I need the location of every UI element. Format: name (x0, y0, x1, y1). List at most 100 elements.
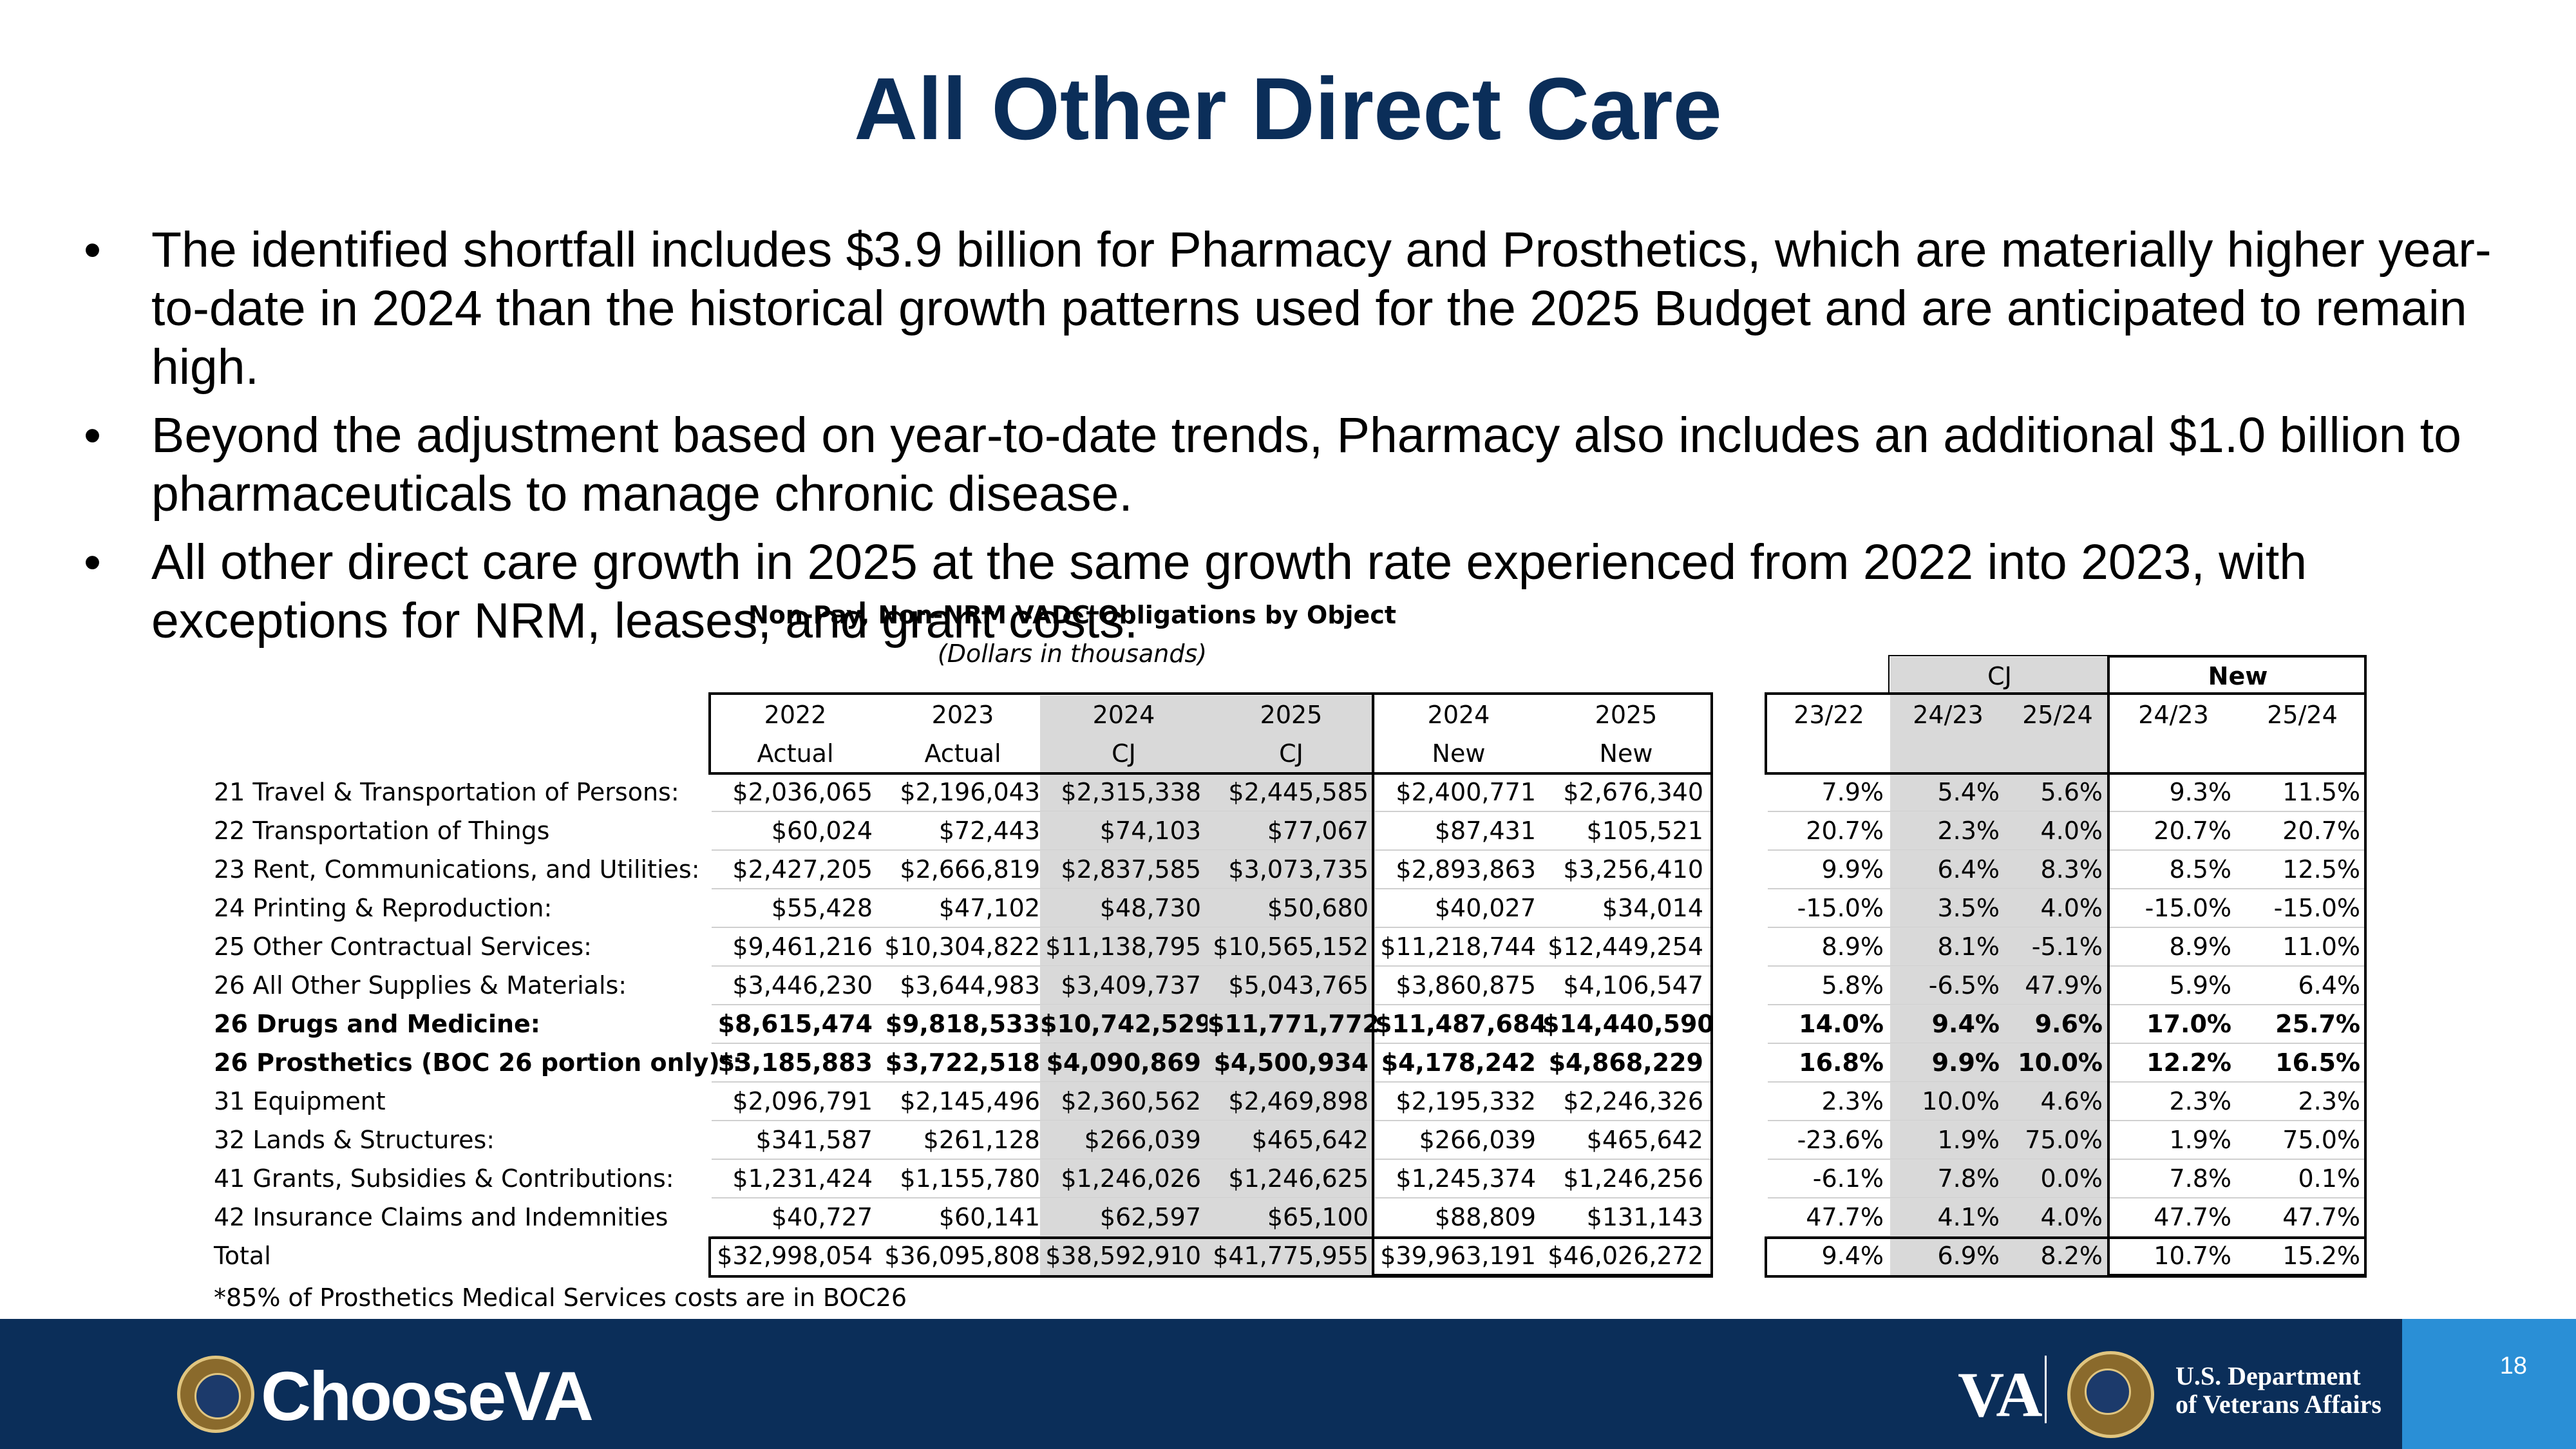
table-cell-percent: 8.9% (1821, 933, 1884, 961)
table-cell-amount: $4,178,242 (1381, 1048, 1536, 1077)
table-cell-percent: 8.2% (2006, 1236, 2109, 1275)
table-cell-amount: $2,036,065 (732, 778, 873, 806)
table-cell-amount: $266,039 (1040, 1121, 1208, 1159)
table-cell-amount: $60,141 (938, 1203, 1040, 1231)
table-cell-amount: $2,096,791 (732, 1087, 873, 1115)
table-cell-amount: $3,446,230 (732, 971, 873, 999)
table-cell-amount: $4,090,869 (1040, 1043, 1208, 1082)
slide-title: All Other Direct Care (854, 60, 1722, 158)
logo-divider (2045, 1356, 2047, 1423)
table-row-label: 42 Insurance Claims and Indemnities (214, 1203, 668, 1231)
table-cell-amount: $12,449,254 (1548, 933, 1703, 961)
table-cell-amount: $11,771,772 (1208, 1005, 1379, 1043)
bullet-text: Beyond the adjustment based on year-to-d… (151, 408, 2462, 522)
table-cell-percent: 11.5% (2282, 778, 2360, 806)
page-number: 18 (2499, 1352, 2527, 1379)
table-cell-percent: -15.0% (2273, 894, 2360, 922)
table-cell-amount: $2,400,771 (1396, 778, 1536, 806)
table-cell-amount: $131,143 (1586, 1203, 1703, 1231)
table-cell-percent: 0.1% (2298, 1164, 2360, 1193)
table-cell-amount: $32,998,054 (717, 1242, 873, 1270)
table-cell-percent: -23.6% (1797, 1126, 1884, 1154)
table-footnote: *85% of Prosthetics Medical Services cos… (214, 1283, 907, 1312)
table-cell-percent: 20.7% (2282, 817, 2360, 845)
table-cell-amount: $77,067 (1208, 811, 1375, 850)
table-cell-percent: 2.3% (1821, 1087, 1884, 1115)
table-cell-percent: 4.1% (1890, 1198, 2006, 1236)
column-header-pct: 25/24 (2006, 696, 2109, 773)
table-row-label: 23 Rent, Communications, and Utilities: (214, 855, 700, 884)
table-cell-percent: 47.7% (2154, 1203, 2231, 1231)
table-cell-amount: $5,043,765 (1208, 966, 1375, 1005)
table-cell-percent: 5.9% (2169, 971, 2231, 999)
table-cell-amount: $2,360,562 (1040, 1082, 1208, 1121)
bullet-item: • The identified shortfall includes $3.9 … (70, 221, 2530, 397)
table-cell-amount: $36,095,808 (884, 1242, 1040, 1270)
bullet-marker: • (84, 535, 101, 590)
table-cell-amount: $40,727 (771, 1203, 873, 1231)
table-row-label: Total (214, 1242, 271, 1270)
table-row-label: 26 Drugs and Medicine: (214, 1010, 541, 1038)
column-header-year: 2025 (1595, 701, 1658, 729)
table-cell-percent: 8.5% (2169, 855, 2231, 884)
table-cell-amount: $2,145,496 (900, 1087, 1040, 1115)
group-header-cj: CJ (1890, 657, 2109, 696)
table-cell-percent: 75.0% (2282, 1126, 2360, 1154)
table-cell-amount: $40,027 (1434, 894, 1536, 922)
table-cell-percent: 7.9% (1821, 778, 1884, 806)
table-cell-percent: 6.4% (2298, 971, 2360, 999)
table-row-label: 25 Other Contractual Services: (214, 933, 592, 961)
table-cell-amount: $1,155,780 (900, 1164, 1040, 1193)
table-cell-amount: $10,565,152 (1208, 927, 1375, 966)
table-cell-percent: 6.9% (1890, 1236, 2006, 1275)
table-cell-percent: 2.3% (1890, 811, 2006, 850)
table-cell-percent: 2.3% (2298, 1087, 2360, 1115)
table-cell-amount: $1,246,026 (1040, 1159, 1208, 1198)
table-cell-amount: $1,246,625 (1208, 1159, 1375, 1198)
column-header-year: 2022 (764, 701, 827, 729)
table-cell-amount: $65,100 (1208, 1198, 1375, 1236)
table-cell-amount: $2,666,819 (900, 855, 1040, 884)
column-header-year: 2024 (1427, 701, 1490, 729)
table-cell-percent: 5.4% (1890, 773, 2006, 811)
table-cell-percent: 4.0% (2006, 811, 2109, 850)
table-cell-amount: $105,521 (1586, 817, 1703, 845)
va-seal-icon (177, 1356, 254, 1433)
table-cell-amount: $41,775,955 (1208, 1236, 1375, 1275)
table-cell-amount: $3,073,735 (1208, 850, 1375, 889)
column-header-year: 2025 (1208, 696, 1375, 734)
table-cell-amount: $62,597 (1040, 1198, 1208, 1236)
bullet-item: • Beyond the adjustment based on year-to-… (70, 406, 2530, 524)
table-subtitle: (Dollars in thousands) (937, 639, 1208, 668)
table-row-label: 31 Equipment (214, 1087, 386, 1115)
table-cell-amount: $2,195,332 (1396, 1087, 1536, 1115)
table-row-label: 21 Travel & Transportation of Persons: (214, 778, 679, 806)
department-line-2: of Veterans Affairs (2175, 1390, 2382, 1419)
table-cell-amount: $14,440,590 (1542, 1010, 1714, 1038)
department-name: U.S. Department of Veterans Affairs (2175, 1362, 2382, 1419)
table-cell-amount: $10,742,529 (1040, 1005, 1212, 1043)
group-header-new: New (2208, 662, 2268, 690)
table-cell-amount: $39,963,191 (1380, 1242, 1536, 1270)
column-header-type: Actual (757, 739, 834, 768)
table-cell-amount: $47,102 (938, 894, 1040, 922)
table-cell-amount: $1,245,374 (1396, 1164, 1536, 1193)
table-cell-amount: $341,587 (755, 1126, 873, 1154)
table-cell-percent: 75.0% (2006, 1121, 2109, 1159)
bullet-item: • All other direct care growth in 2025 at… (70, 533, 2530, 650)
column-header-type: CJ (1040, 734, 1208, 773)
table-cell-percent: 47.7% (1806, 1203, 1884, 1231)
table-cell-amount: $4,500,934 (1208, 1043, 1375, 1082)
table-cell-amount: $8,615,474 (717, 1010, 873, 1038)
table-cell-amount: $50,680 (1208, 889, 1375, 927)
table-cell-percent: 12.2% (2146, 1048, 2231, 1077)
table-cell-amount: $2,246,326 (1563, 1087, 1703, 1115)
table-cell-amount: $1,231,424 (732, 1164, 873, 1193)
table-cell-amount: $72,443 (938, 817, 1040, 845)
table-row-label: 26 All Other Supplies & Materials: (214, 971, 627, 999)
table-cell-percent: 4.0% (2006, 889, 2109, 927)
obligations-table: Non-Pay, Non-NRM VADC Obligations by Obj… (0, 596, 2576, 1314)
table-cell-percent: 17.0% (2146, 1010, 2231, 1038)
table-cell-percent: 4.6% (2006, 1082, 2109, 1121)
table-cell-percent: 0.0% (2006, 1159, 2109, 1198)
